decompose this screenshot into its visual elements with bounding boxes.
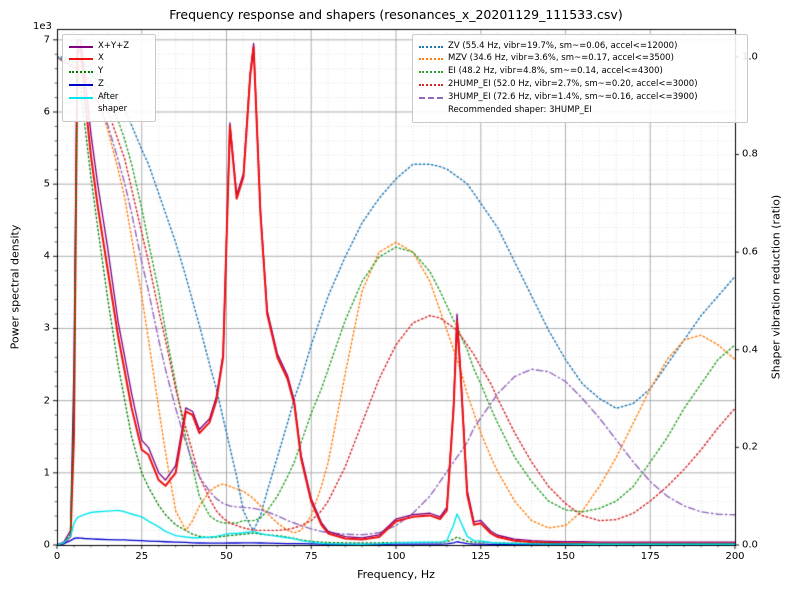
right-y-tick-label: 0.0 [742, 539, 758, 551]
legend-line-sample [69, 97, 93, 100]
x-tick-label: 100 [386, 551, 406, 562]
left-y-tick-label: 0 [43, 539, 50, 551]
legend-line-sample [419, 58, 443, 61]
legend-item: ZV (55.4 Hz, vibr=19.7%, sm~=0.06, accel… [419, 41, 741, 52]
x-tick-label: 200 [725, 551, 745, 562]
y-axis-offset-text: 1e3 [33, 21, 52, 32]
left-y-axis-label: Power spectral density [8, 224, 22, 350]
legend-item: X [69, 53, 149, 64]
legend-line-sample [69, 71, 93, 74]
legend-item: Z [69, 79, 149, 90]
legend-item-label: Z [98, 79, 104, 90]
x-axis-label: Frequency, Hz [357, 568, 435, 581]
left-y-tick-label: 4 [43, 250, 50, 262]
right-y-axis-label: Shaper vibration reduction (ratio) [769, 194, 783, 380]
legend-item-label: ZV (55.4 Hz, vibr=19.7%, sm~=0.06, accel… [448, 40, 678, 51]
legend-line-sample [419, 71, 443, 74]
right-y-tick-label: 0.8 [742, 148, 758, 160]
x-tick-label: 150 [555, 551, 576, 562]
legend-item-label: Recommended shaper: 3HUMP_EI [448, 105, 592, 116]
legend-item-label: 3HUMP_EI (72.6 Hz, vibr=1.4%, sm~=0.16, … [448, 92, 698, 103]
legend-item: Y [69, 66, 149, 77]
legend-item-label: MZV (34.6 Hz, vibr=3.6%, sm~=0.17, accel… [448, 53, 674, 64]
x-tick-label: 175 [640, 551, 660, 562]
legend-item-label: Y [98, 66, 104, 77]
x-tick-label: 0 [53, 551, 61, 562]
legend-item-label: EI (48.2 Hz, vibr=4.8%, sm~=0.14, accel<… [448, 66, 663, 77]
left-y-tick-label: 7 [43, 34, 50, 46]
left-y-tick-label: 6 [43, 106, 50, 118]
x-tick-label: 50 [220, 551, 233, 562]
recommended-shaper-note: Recommended shaper: 3HUMP_EI [419, 105, 741, 116]
legend-line-sample [69, 45, 93, 48]
right-y-tick-label: 0.6 [742, 246, 758, 258]
left-y-tick-label: 3 [43, 322, 50, 334]
left-y-tick-label: 2 [43, 395, 50, 407]
legend-item: X+Y+Z [69, 41, 149, 52]
legend-item: 2HUMP_EI (52.0 Hz, vibr=2.7%, sm~=0.20, … [419, 79, 741, 90]
shaper-legend: ZV (55.4 Hz, vibr=19.7%, sm~=0.06, accel… [412, 34, 748, 124]
psd-legend: X+Y+Z X Y Z After shaper [62, 34, 156, 122]
legend-line-sample [419, 97, 443, 100]
legend-line-sample [419, 45, 443, 48]
legend-item-label: X [98, 53, 104, 64]
right-y-tick-label: 0.2 [742, 441, 758, 453]
legend-item-label: 2HUMP_EI (52.0 Hz, vibr=2.7%, sm~=0.20, … [448, 79, 698, 90]
legend-item: 3HUMP_EI (72.6 Hz, vibr=1.4%, sm~=0.16, … [419, 92, 741, 103]
legend-line-sample [69, 58, 93, 61]
x-tick-label: 75 [304, 551, 318, 562]
x-tick-label: 25 [135, 551, 149, 562]
legend-item-label: X+Y+Z [98, 40, 130, 51]
legend-line-sample [419, 84, 443, 87]
legend-line-sample [69, 84, 93, 87]
x-tick-label: 125 [471, 551, 491, 562]
right-y-tick-label: 0.4 [742, 344, 758, 356]
left-y-tick-label: 5 [43, 178, 50, 190]
left-y-tick-label: 1 [43, 467, 50, 479]
right-y-tick-label: 1.0 [742, 51, 758, 63]
legend-item: MZV (34.6 Hz, vibr=3.6%, sm~=0.17, accel… [419, 53, 741, 64]
legend-item: EI (48.2 Hz, vibr=4.8%, sm~=0.14, accel<… [419, 66, 741, 77]
legend-item: After shaper [69, 92, 149, 115]
chart-title: Frequency response and shapers (resonanc… [169, 7, 623, 22]
legend-item-label: After shaper [98, 92, 128, 114]
